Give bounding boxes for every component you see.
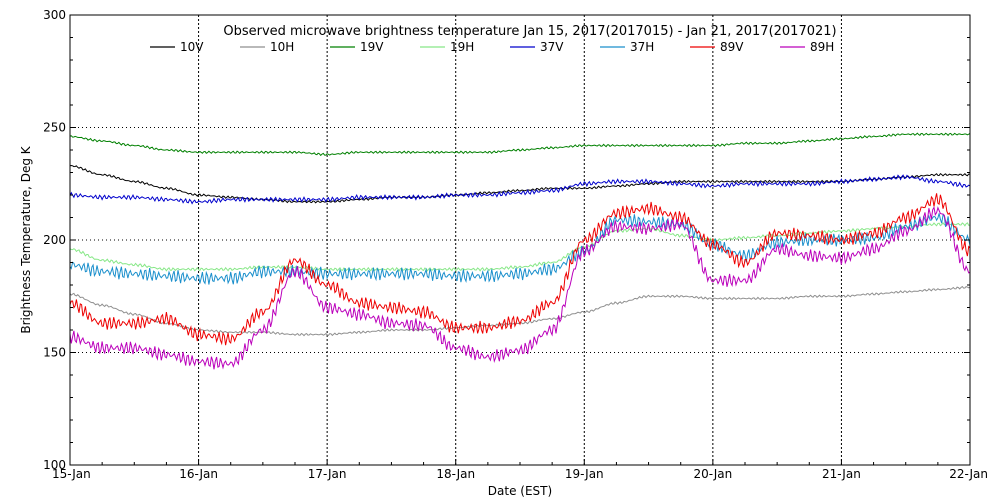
chart-title: Observed microwave brightness temperatur… (223, 24, 836, 39)
y-axis-label: Brightness Temperature, Deg K (19, 145, 33, 333)
legend: 10V 10H 19V 19H 37V 37H 89V 89H (150, 40, 834, 54)
x-tick-label: 18-Jan (436, 467, 475, 481)
y-tick-label: 150 (43, 346, 66, 360)
series-line-89v (69, 193, 971, 346)
legend-label-19v: 19V (360, 40, 384, 54)
y-tick-label: 200 (43, 233, 66, 247)
series-line-10h (69, 285, 971, 337)
y-axis-ticks: 100 150 200 250 300 (43, 8, 970, 472)
x-tick-label: 16-Jan (179, 467, 218, 481)
legend-label-89v: 89V (720, 40, 744, 54)
legend-label-10v: 10V (180, 40, 204, 54)
data-series (69, 132, 971, 370)
series-line-19h (69, 221, 971, 272)
x-tick-label: 15-Jan (52, 467, 91, 481)
x-tick-label: 17-Jan (308, 467, 347, 481)
y-tick-label: 300 (43, 8, 66, 22)
legend-label-19h: 19H (450, 40, 474, 54)
series-line-10v (69, 164, 971, 204)
series-line-37v (69, 174, 971, 205)
legend-label-37v: 37V (540, 40, 564, 54)
x-axis-ticks: 15-Jan 16-Jan 17-Jan 18-Jan 19-Jan 20-Jan 21-J… (52, 459, 988, 481)
series-line-19v (69, 132, 971, 157)
y-tick-label: 100 (43, 458, 66, 472)
series-line-89h (69, 205, 971, 370)
x-axis-label: Date (EST) (488, 484, 552, 498)
legend-label-37h: 37H (630, 40, 654, 54)
y-tick-label: 250 (43, 121, 66, 135)
x-tick-label: 22-Jan (949, 467, 988, 481)
series-line-37h (69, 213, 971, 285)
legend-label-89h: 89H (810, 40, 834, 54)
legend-label-10h: 10H (270, 40, 294, 54)
x-tick-label: 20-Jan (693, 467, 732, 481)
x-tick-label: 21-Jan (822, 467, 861, 481)
x-tick-label: 19-Jan (565, 467, 604, 481)
